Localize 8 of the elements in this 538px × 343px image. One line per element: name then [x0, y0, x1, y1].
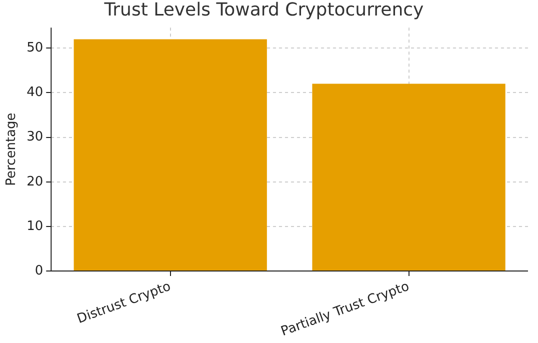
chart-title: Trust Levels Toward Cryptocurrency [103, 0, 424, 20]
y-axis-title: Percentage [4, 112, 20, 186]
y-tick-label: 0 [34, 263, 44, 278]
y-tick-label: 20 [26, 174, 44, 190]
y-tick-label: 40 [26, 85, 44, 100]
y-tick-label: 30 [26, 130, 44, 145]
y-tick-label: 10 [26, 218, 44, 234]
y-tick-label: 50 [26, 40, 44, 56]
